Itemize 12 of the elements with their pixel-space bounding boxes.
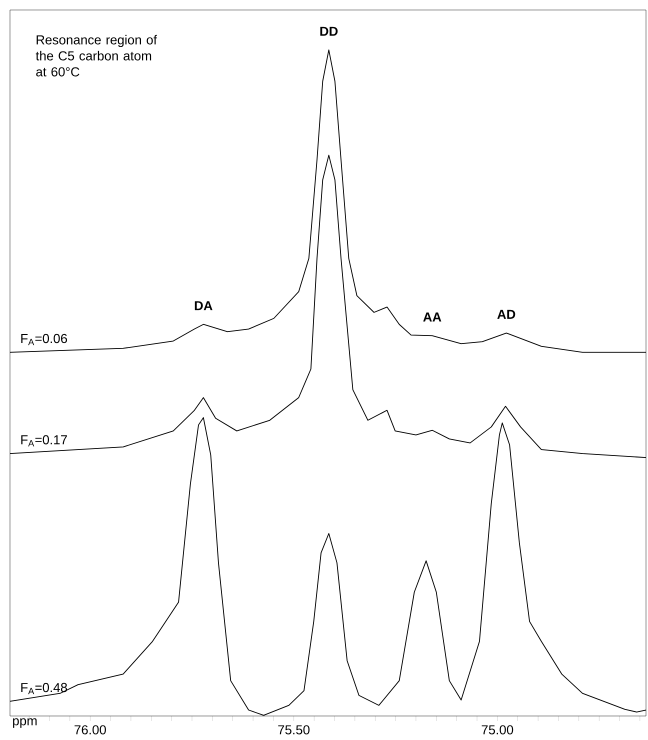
x-tick-label: 76.00 xyxy=(74,725,106,734)
series-label: F$_{A}$=0.06 xyxy=(21,334,68,346)
annotation: DA xyxy=(194,301,212,310)
x-axis-title: ppm xyxy=(13,718,37,728)
series-label: F$_{A}$=0.48 xyxy=(21,682,68,694)
annotation: DD xyxy=(320,26,338,36)
x-tick-label: 75.00 xyxy=(482,725,514,734)
annotation: AD xyxy=(497,310,516,319)
series-label: F$_{A}$=0.17 xyxy=(21,435,67,446)
x-tick-label: 75.50 xyxy=(278,725,310,734)
annotation: Resonance region of the C5 carbon atom at 60°C xyxy=(36,34,158,76)
annotation: AA xyxy=(423,312,442,322)
